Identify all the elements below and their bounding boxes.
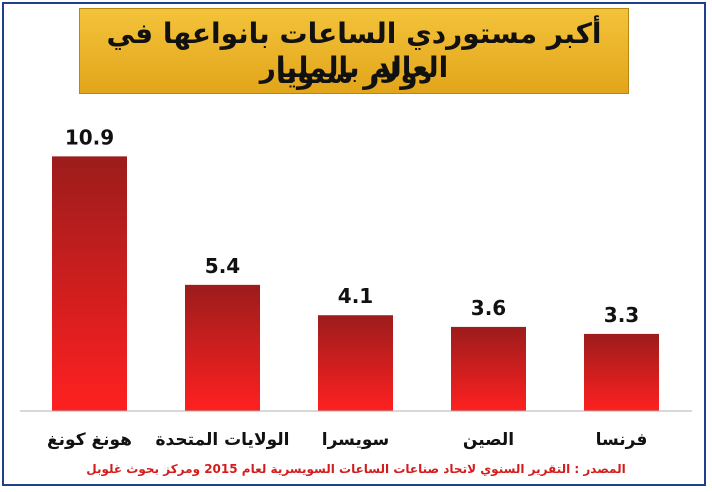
source-note: المصدر : التقرير السنوي لاتحاد صناعات ال… [86,462,626,476]
bar [52,156,127,411]
data-label: 3.3 [604,303,639,327]
data-label: 4.1 [338,284,373,308]
data-label: 10.9 [65,125,114,149]
category-label: الصين [463,430,514,450]
category-label: هونغ كونغ [47,430,132,450]
chart-title-line-1: أكبر مستوردي الساعات بانواعها في العالم … [106,17,602,84]
bar [185,284,260,411]
category-label: الولايات المتحدة [156,430,290,450]
category-label: سويسرا [322,430,389,450]
chart-title-line-2: دولار سنويا [275,57,433,90]
bar [318,315,393,411]
category-label: فرنسا [596,430,648,450]
bar [584,333,659,411]
data-label: 5.4 [205,254,240,278]
bar [451,326,526,411]
title-box: أكبر مستوردي الساعات بانواعها في العالم … [79,8,629,94]
data-label: 3.6 [471,296,506,320]
